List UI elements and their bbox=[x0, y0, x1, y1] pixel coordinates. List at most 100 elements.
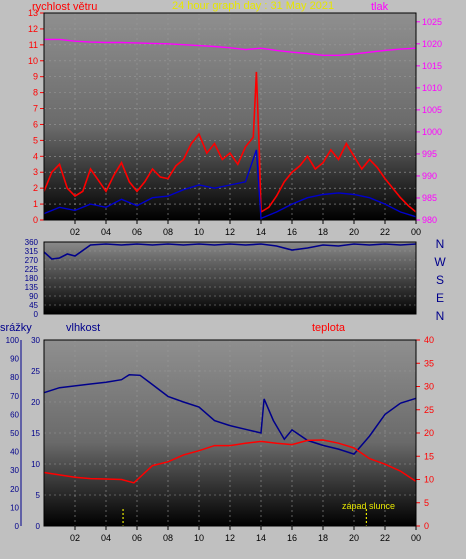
pressure-tick-label: 995 bbox=[422, 149, 437, 159]
wind-speed-tick-label: 6 bbox=[33, 119, 38, 129]
temperature-tick-label: 5 bbox=[424, 498, 429, 508]
humidity-tick-label: 30 bbox=[31, 336, 40, 345]
compass-label: S bbox=[436, 273, 444, 287]
wind-speed-tick-label: 2 bbox=[33, 183, 38, 193]
x-tick-label: 08 bbox=[163, 533, 173, 543]
series-line-1 bbox=[43, 71, 417, 214]
direction-tick-label: 270 bbox=[25, 256, 39, 265]
wind-speed-tick-label: 9 bbox=[33, 72, 38, 82]
wind-speed-tick-label: 8 bbox=[33, 88, 38, 98]
wind-speed-tick-label: 12 bbox=[28, 24, 38, 34]
x-tick-label: 04 bbox=[101, 533, 111, 543]
temperature-tick-label: 35 bbox=[424, 358, 434, 368]
pressure-tick-label: 1010 bbox=[422, 83, 442, 93]
wind-speed-tick-label: 3 bbox=[33, 167, 38, 177]
x-tick-label: 08 bbox=[163, 227, 173, 237]
x-tick-label: 02 bbox=[70, 227, 80, 237]
wind-pressure-series bbox=[43, 38, 417, 220]
humidity-tick-label: 15 bbox=[31, 429, 40, 438]
pressure-tick-label: 1025 bbox=[422, 17, 442, 27]
pressure-tick-label: 1000 bbox=[422, 127, 442, 137]
wind-pressure-axes: 0123456789101112139809859909951000100510… bbox=[28, 8, 442, 237]
rain-tick-label: 80 bbox=[10, 373, 19, 382]
humidity-tick-label: 20 bbox=[31, 398, 40, 407]
pressure-tick-label: 985 bbox=[422, 193, 437, 203]
direction-tick-label: 360 bbox=[25, 238, 39, 247]
compass-label: E bbox=[436, 291, 444, 305]
direction-line-0 bbox=[43, 243, 417, 260]
temperature-axis-label: teplota bbox=[312, 322, 346, 334]
direction-tick-label: 225 bbox=[25, 265, 39, 274]
humidity-tick-label: 0 bbox=[36, 522, 41, 531]
wind-speed-tick-label: 11 bbox=[29, 40, 38, 50]
x-tick-label: 02 bbox=[70, 533, 80, 543]
x-tick-label: 06 bbox=[132, 227, 142, 237]
pressure-tick-label: 1020 bbox=[422, 39, 442, 49]
direction-tick-label: 0 bbox=[34, 310, 39, 319]
direction-tick-label: 180 bbox=[25, 274, 39, 283]
wind-speed-tick-label: 1 bbox=[33, 199, 38, 209]
rain-tick-label: 0 bbox=[15, 522, 20, 531]
series-line-vlhkost bbox=[43, 373, 417, 455]
plot-frame bbox=[43, 241, 417, 315]
x-tick-label: 18 bbox=[318, 533, 328, 543]
humidity-tick-label: 25 bbox=[31, 367, 40, 376]
wind-speed-tick-label: 5 bbox=[33, 135, 38, 145]
plot-frame bbox=[43, 12, 417, 221]
humidity-axis-label: vlhkost bbox=[66, 322, 100, 334]
x-tick-label: 00 bbox=[411, 533, 421, 543]
rain-tick-label: 20 bbox=[10, 485, 19, 494]
x-tick-label: 14 bbox=[256, 227, 266, 237]
wind-speed-tick-label: 7 bbox=[33, 104, 38, 114]
x-tick-label: 12 bbox=[225, 227, 235, 237]
x-tick-label: 12 bbox=[225, 533, 235, 543]
compass-label: N bbox=[436, 309, 445, 323]
x-tick-label: 10 bbox=[194, 227, 204, 237]
x-tick-label: 22 bbox=[380, 227, 390, 237]
x-tick-label: 16 bbox=[287, 533, 297, 543]
pressure-tick-label: 1005 bbox=[422, 105, 442, 115]
temperature-tick-label: 15 bbox=[424, 451, 434, 461]
rain-tick-label: 60 bbox=[10, 410, 19, 419]
wind-speed-axis-label: rychlost větru bbox=[32, 1, 97, 13]
temperature-tick-label: 40 bbox=[424, 335, 434, 345]
temperature-tick-label: 10 bbox=[424, 475, 434, 485]
direction-tick-label: 315 bbox=[25, 247, 39, 256]
series-line-2 bbox=[43, 149, 417, 220]
compass-label: W bbox=[434, 255, 446, 269]
humidity-tick-label: 5 bbox=[36, 491, 41, 500]
wind-direction-series bbox=[43, 243, 417, 260]
x-tick-label: 20 bbox=[349, 227, 359, 237]
x-tick-label: 04 bbox=[101, 227, 111, 237]
series-line-0 bbox=[44, 38, 417, 56]
pressure-tick-label: 1015 bbox=[422, 61, 442, 71]
pressure-axis-label: tlak bbox=[371, 1, 389, 13]
rain-tick-label: 50 bbox=[10, 429, 19, 438]
wind-speed-tick-label: 0 bbox=[33, 215, 38, 225]
compass-label: N bbox=[436, 237, 445, 251]
humidity-tick-label: 10 bbox=[31, 460, 40, 469]
x-tick-label: 10 bbox=[194, 533, 204, 543]
rain-humidity-temp-axes: 0 10 20 30 40 50 60 70 80 90 100 0 5 10 15 20 25 30 0 5 10 15… bbox=[6, 335, 434, 543]
wind-speed-tick-label: 10 bbox=[28, 56, 38, 66]
direction-tick-label: 90 bbox=[29, 292, 38, 301]
rain-tick-label: 90 bbox=[10, 355, 19, 364]
rain-tick-label: 40 bbox=[10, 448, 19, 457]
x-tick-label: 16 bbox=[287, 227, 297, 237]
direction-tick-label: 45 bbox=[29, 301, 38, 310]
pressure-tick-label: 980 bbox=[422, 215, 437, 225]
rain-tick-label: 70 bbox=[10, 392, 19, 401]
rain-tick-label: 30 bbox=[10, 466, 19, 475]
x-tick-label: 18 bbox=[318, 227, 328, 237]
wind-speed-tick-label: 13 bbox=[28, 8, 38, 18]
rain-humidity-temp-series bbox=[43, 373, 417, 526]
x-tick-label: 20 bbox=[349, 533, 359, 543]
temperature-tick-label: 0 bbox=[424, 521, 429, 531]
pressure-tick-label: 990 bbox=[422, 171, 437, 181]
rain-tick-label: 100 bbox=[6, 336, 20, 345]
temperature-tick-label: 20 bbox=[424, 428, 434, 438]
sunset-annotation: západ slunce bbox=[342, 501, 395, 511]
